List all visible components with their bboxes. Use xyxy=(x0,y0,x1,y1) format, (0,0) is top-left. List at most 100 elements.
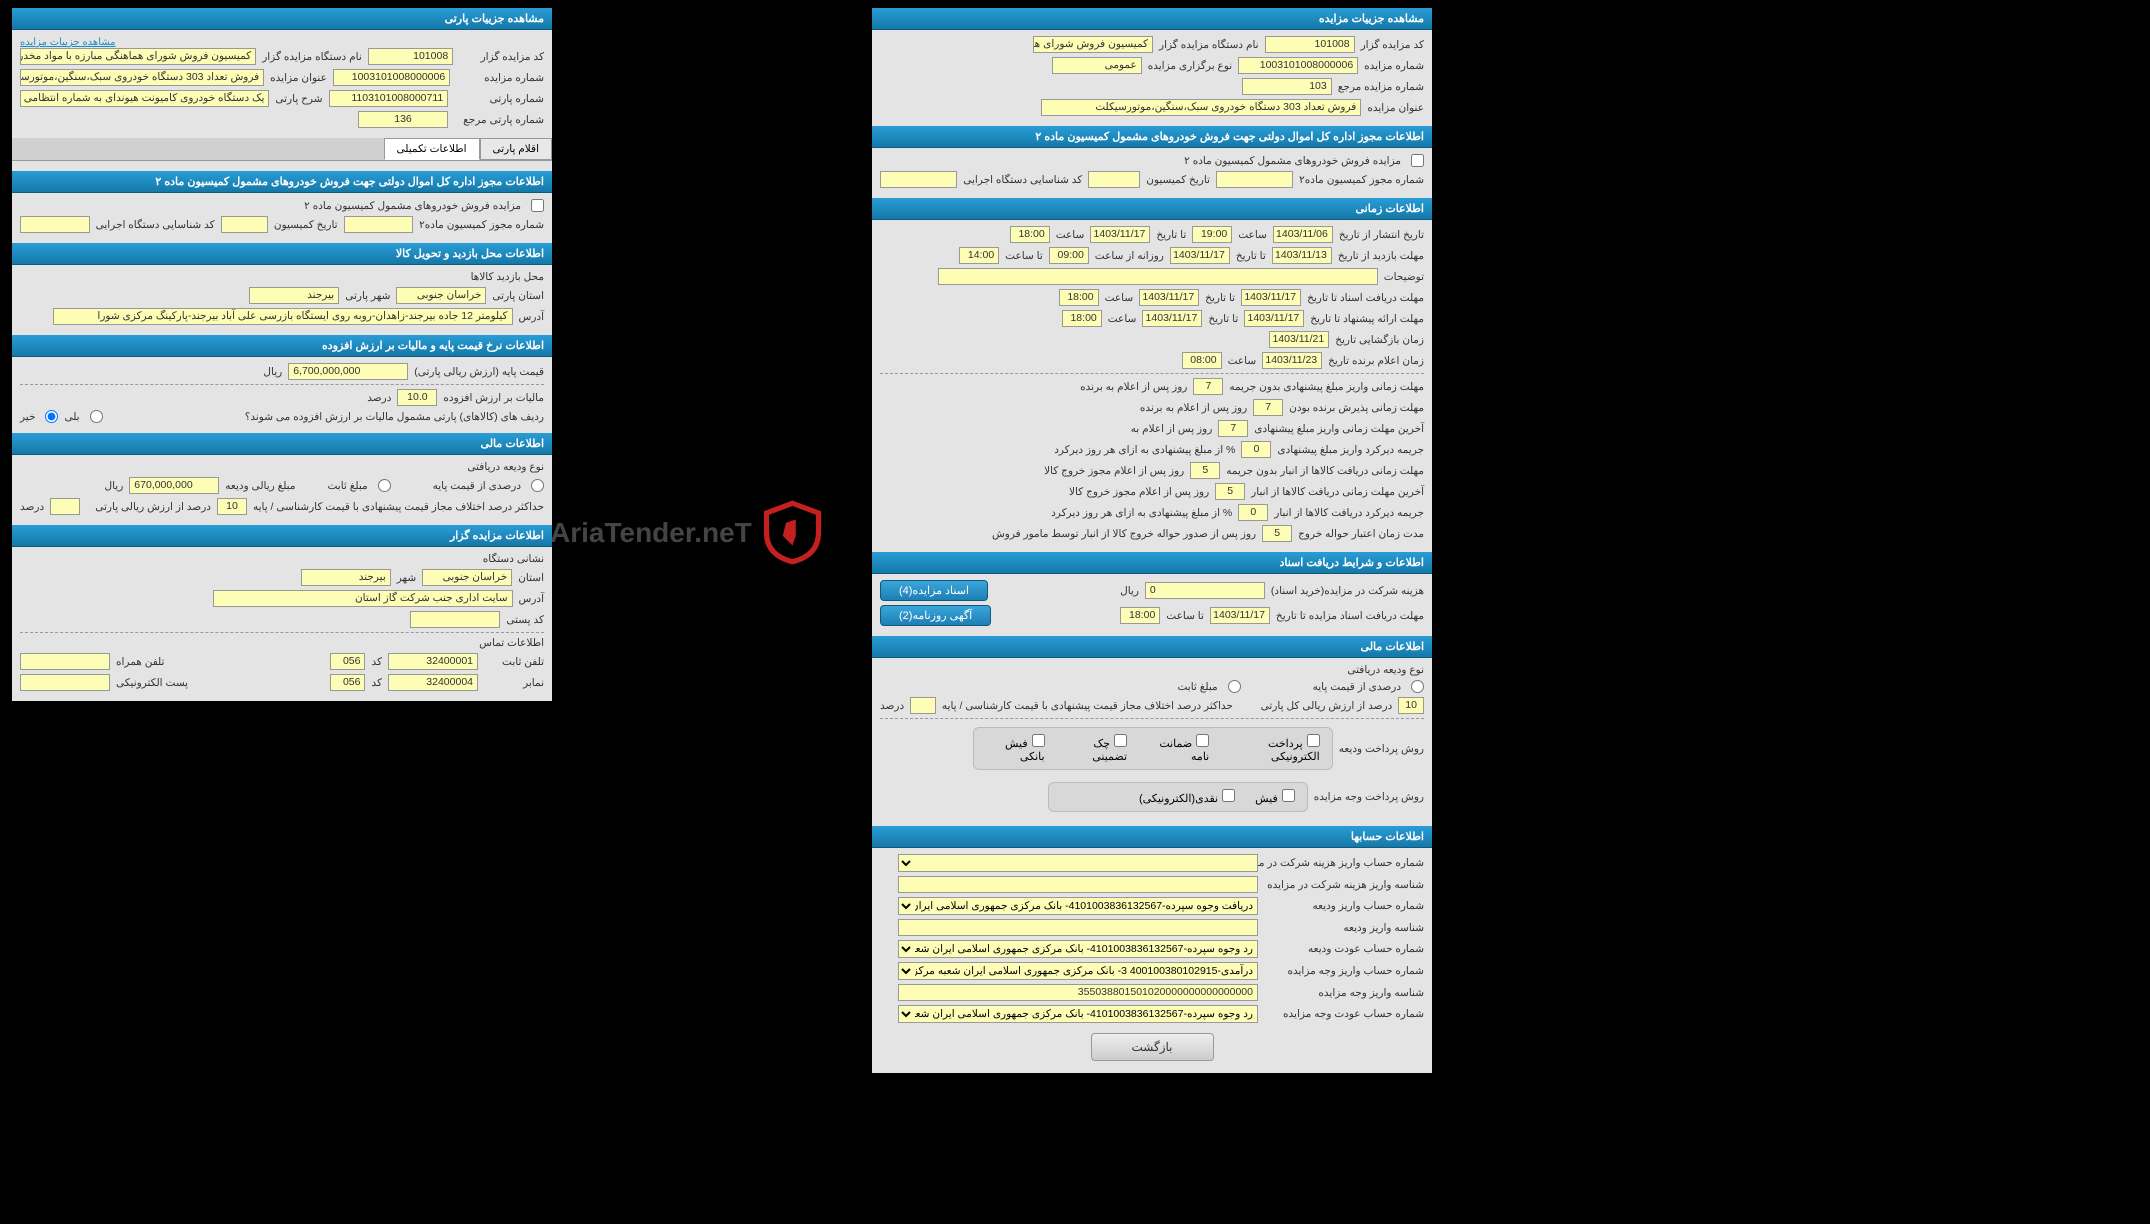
to-label: تا تاریخ xyxy=(1156,229,1186,241)
code-label: کد مزایده گزار xyxy=(1361,39,1424,51)
l-auctiontitle-label: عنوان مزایده xyxy=(270,72,327,84)
email-field[interactable] xyxy=(20,674,110,691)
l-maxdiff-pct-field[interactable] xyxy=(50,498,80,515)
docs-deadline-hour: 18:00 xyxy=(1120,607,1160,624)
permit-checkbox[interactable] xyxy=(1411,154,1424,167)
docs-button[interactable]: اسناد مزایده(4) xyxy=(880,580,988,601)
l-orgcode-field[interactable] xyxy=(20,216,90,233)
org-header: اطلاعات مزایده گزار xyxy=(12,525,552,547)
pub-date2: 1403/11/17 xyxy=(1090,226,1150,243)
off-d1b: 1403/11/17 xyxy=(1142,310,1202,327)
accounts-header: اطلاعات حسابها xyxy=(872,826,1432,848)
newspaper-button[interactable]: آگهی روزنامه(2) xyxy=(880,605,991,626)
l-partyno-label: شماره پارتی xyxy=(454,93,544,105)
deposit-opt1-radio[interactable] xyxy=(1411,680,1424,693)
no-label: خیر xyxy=(20,411,35,423)
chk-cash[interactable] xyxy=(1222,789,1235,802)
postal-field[interactable] xyxy=(410,611,500,628)
a3-select[interactable]: دریافت وجوه سپرده-4101003836132567- بانک… xyxy=(898,897,1258,915)
l-permit-date-field[interactable] xyxy=(221,216,268,233)
maxdiff-field[interactable] xyxy=(910,697,936,714)
docs-header: اطلاعات و شرایط دریافت اسناد xyxy=(872,552,1432,574)
fax-label: نمابر xyxy=(484,677,544,689)
province-field: خراسان جنوبی xyxy=(396,287,486,304)
l-permitno-field[interactable] xyxy=(344,216,414,233)
org-address-field: سایت اداری جنب شرکت گاز استان xyxy=(213,590,513,607)
doc-deadline-label: مهلت دریافت اسناد تا تاریخ xyxy=(1307,292,1424,304)
inc-no-radio[interactable] xyxy=(45,410,58,423)
vat-field: 10.0 xyxy=(397,389,437,406)
doc-d1: 1403/11/17 xyxy=(1241,289,1301,306)
l-opt1-radio[interactable] xyxy=(531,479,544,492)
permitno-field[interactable] xyxy=(1216,171,1293,188)
a8-select[interactable]: رد وجوه سپرده-4101003836132567- بانک مرک… xyxy=(898,1005,1258,1023)
l-orgname-field: کمیسیون فروش شورای هماهنگی مبارزه با موا… xyxy=(20,48,256,65)
doc-d1b: 1403/11/17 xyxy=(1139,289,1199,306)
d2-val: 7 xyxy=(1253,399,1283,416)
d6-val: 5 xyxy=(1215,483,1245,500)
pub-hour2: 18:00 xyxy=(1010,226,1050,243)
l-maxdiff-unit: درصد از ارزش ریالی پارتی xyxy=(95,501,211,513)
pub-label: تاریخ انتشار از تاریخ xyxy=(1339,229,1424,241)
visit-h1: 09:00 xyxy=(1049,247,1089,264)
l-maxdiff-label: حداکثر درصد اختلاف مجاز قیمت پیشنهادی با… xyxy=(253,501,544,513)
address-field: کیلومتر 12 جاده بیرجند-زاهدان-روبه روی ا… xyxy=(53,308,513,325)
chk-guarantee[interactable] xyxy=(1196,734,1209,747)
permit-date-field[interactable] xyxy=(1088,171,1140,188)
chk-epay[interactable] xyxy=(1307,734,1320,747)
res-h: 08:00 xyxy=(1182,352,1222,369)
d3-label: آخرین مهلت زمانی واریز مبلغ پیشنهادی xyxy=(1254,423,1424,435)
permit-chk-label: مزایده فروش خودروهای مشمول کمیسیون ماده … xyxy=(1184,155,1401,167)
l-opt2-radio[interactable] xyxy=(378,479,391,492)
a5-select[interactable]: رد وجوه سپرده-4101003836132567- بانک مرک… xyxy=(898,940,1258,958)
to-label3: تا تاریخ xyxy=(1205,292,1235,304)
l-deposit-field: 670,000,000 xyxy=(129,477,219,494)
pay-deposit-box: پرداخت الکترونیکی ضمانت نامه چک تضمینی ف… xyxy=(973,727,1333,770)
a4-label: شناسه واریز ودیعه xyxy=(1264,922,1424,934)
hour-label5: ساعت xyxy=(1228,355,1257,367)
a8-label: شماره حساب عودت وجه مزایده xyxy=(1264,1008,1424,1020)
l-opt2-label: مبلغ ثابت xyxy=(327,480,367,492)
permitno-label: شماره مجوز کمیسیون ماده۲ xyxy=(1299,174,1424,186)
tab-items[interactable]: اقلام پارتی xyxy=(480,138,553,160)
a7-label: شناسه واریز وجه مزایده xyxy=(1264,987,1424,999)
orgcode-field[interactable] xyxy=(880,171,957,188)
a2-field[interactable] xyxy=(898,876,1258,893)
l-permitno-label: شماره مجوز کمیسیون ماده۲ xyxy=(419,219,544,231)
pay-deposit-label: روش پرداخت ودیعه xyxy=(1339,743,1424,755)
a1-label: شماره حساب واریز هزینه شرکت در مزایده xyxy=(1264,857,1424,869)
d5-suf: روز پس از اعلام مجوز خروج کالا xyxy=(1044,465,1184,477)
d7-val: 0 xyxy=(1238,504,1268,521)
hour-label2: ساعت xyxy=(1056,229,1085,241)
a1-select[interactable] xyxy=(898,854,1258,872)
chk-fish[interactable] xyxy=(1282,789,1295,802)
view-auction-link[interactable]: مشاهده جزییات مزایده xyxy=(20,37,116,48)
inc-yes-radio[interactable] xyxy=(90,410,103,423)
org-address-label: آدرس xyxy=(519,593,544,605)
mobile-field[interactable] xyxy=(20,653,110,670)
city-field: بیرجند xyxy=(249,287,339,304)
l-deposit-type-label: نوع ودیعه دریافتی xyxy=(467,461,544,473)
back-button[interactable]: بازگشت xyxy=(1091,1033,1214,1061)
title-label: عنوان مزایده xyxy=(1367,102,1424,114)
deposit-type-label: نوع ودیعه دریافتی xyxy=(1347,664,1424,676)
l-permit-checkbox[interactable] xyxy=(531,199,544,212)
vat-unit: درصد xyxy=(367,392,391,404)
notes-field[interactable] xyxy=(938,268,1378,285)
chk-cheque[interactable] xyxy=(1114,734,1127,747)
percent-label: درصد از ارزش ریالی کل پارتی xyxy=(1261,700,1393,712)
phone-label: تلفن ثابت xyxy=(484,656,544,668)
vat-label: مالیات بر ارزش افزوده xyxy=(443,392,544,404)
deposit-opt2-radio[interactable] xyxy=(1228,680,1241,693)
open-label: زمان بازگشایی تاریخ xyxy=(1335,334,1424,346)
d7-suf: % از مبلغ پیشنهادی به ازای هر روز دیرکرد xyxy=(1051,507,1232,519)
auction-details-header: مشاهده جزییات مزایده xyxy=(872,8,1432,30)
a4-field[interactable] xyxy=(898,919,1258,936)
chk-slip[interactable] xyxy=(1032,734,1045,747)
d3-val: 7 xyxy=(1218,420,1248,437)
title-field: فروش تعداد 303 دستگاه خودروی سبک،سنگین،م… xyxy=(1041,99,1361,116)
chk5-label: فیش xyxy=(1255,793,1278,805)
a6-select[interactable]: درآمدی-400100380102915 3- بانک مرکزی جمه… xyxy=(898,962,1258,980)
tab-extra[interactable]: اطلاعات تکمیلی xyxy=(384,138,480,160)
time-header: اطلاعات زمانی xyxy=(872,198,1432,220)
